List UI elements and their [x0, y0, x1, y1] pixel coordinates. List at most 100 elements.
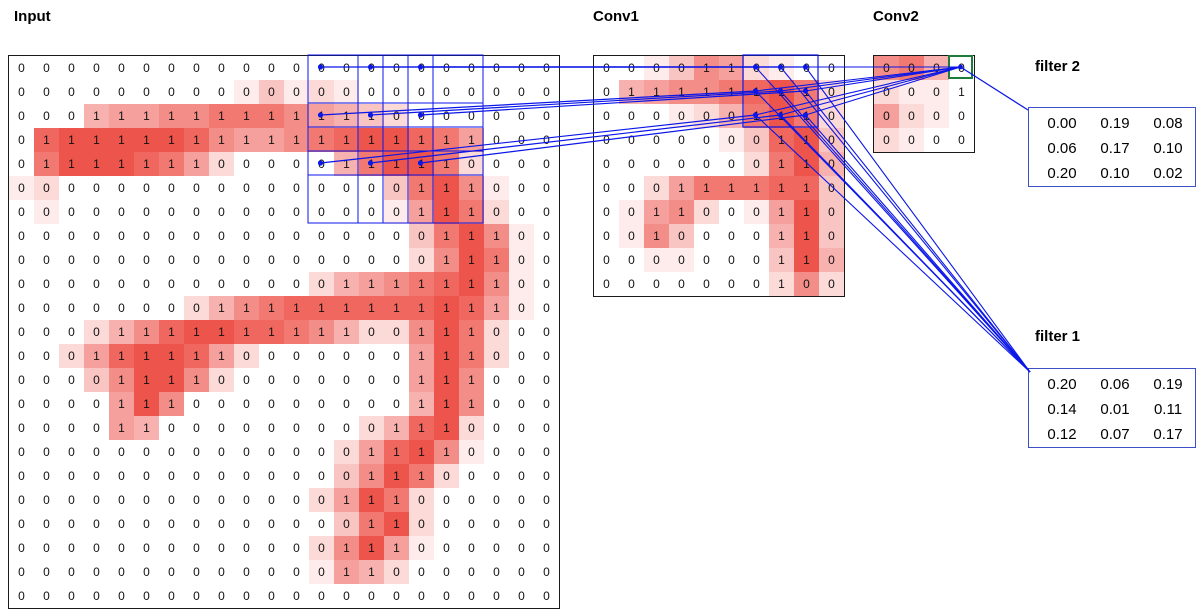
grid-cell: 0: [318, 589, 325, 603]
grid-cell: 0: [168, 469, 175, 483]
grid-cell: 0: [118, 541, 125, 555]
grid-cell: 0: [619, 200, 644, 224]
grid-cell: 0: [518, 517, 525, 531]
grid-cell: 0: [468, 589, 475, 603]
grid-cell: 0: [18, 325, 25, 339]
grid-cell: 1: [109, 152, 134, 176]
grid-cell: 1: [409, 416, 434, 440]
grid-cell: 0: [43, 229, 50, 243]
grid-cell: 0: [543, 541, 550, 555]
grid-cell: 0: [393, 349, 400, 363]
grid-cell: 1: [384, 416, 409, 440]
grid-cell: 0: [468, 469, 475, 483]
grid-cell: 0: [819, 128, 844, 152]
grid-cell: 0: [669, 248, 694, 272]
filter-weight: 0.20: [1047, 164, 1077, 182]
grid-cell: 1: [209, 320, 234, 344]
grid-cell: 0: [368, 349, 375, 363]
grid-cell: 0: [644, 248, 669, 272]
filter-weight: 0.02: [1153, 164, 1183, 182]
grid-cell: 0: [9, 176, 34, 200]
grid-cell: 0: [268, 349, 275, 363]
grid-cell: 1: [744, 80, 769, 104]
grid-cell: 1: [334, 272, 359, 296]
grid-cell: 0: [193, 181, 200, 195]
grid-cell: 0: [819, 80, 844, 104]
grid-cell: 0: [168, 517, 175, 531]
grid-cell: 1: [184, 344, 209, 368]
grid-cell: 0: [669, 104, 694, 128]
grid-cell: 0: [243, 373, 250, 387]
grid-cell: 1: [409, 176, 434, 200]
grid-cell: 0: [43, 85, 50, 99]
grid-cell: 0: [243, 181, 250, 195]
filter-weight: 0.20: [1047, 375, 1077, 393]
grid-cell: 0: [603, 253, 610, 267]
grid-cell: 0: [493, 397, 500, 411]
grid-cell: 0: [293, 349, 300, 363]
grid-cell: 0: [218, 397, 225, 411]
grid-cell: 0: [393, 85, 400, 99]
grid-cell: 0: [243, 397, 250, 411]
grid-cell: 0: [243, 277, 250, 291]
grid-cell: 0: [118, 493, 125, 507]
grid-cell: 0: [603, 85, 610, 99]
grid-cell: 0: [874, 80, 899, 104]
grid-cell: 1: [334, 104, 359, 128]
grid-cell: 0: [193, 493, 200, 507]
grid-cell: 0: [418, 589, 425, 603]
grid-cell: 1: [134, 128, 159, 152]
grid-cell: 0: [168, 493, 175, 507]
grid-cell: 0: [958, 109, 965, 123]
filter-weight: 0.17: [1153, 425, 1183, 443]
grid-cell: 1: [769, 272, 794, 296]
grid-cell: 1: [84, 104, 109, 128]
grid-cell: 1: [484, 272, 509, 296]
grid-cell: 0: [18, 565, 25, 579]
grid-cell: 0: [334, 80, 359, 104]
grid-cell: 1: [284, 104, 309, 128]
conv1-label: Conv1: [593, 8, 639, 25]
filter-weight: 0.07: [1100, 425, 1130, 443]
filter-weight: 0.12: [1047, 425, 1077, 443]
grid-cell: 0: [694, 104, 719, 128]
grid-cell: 0: [468, 109, 475, 123]
grid-cell: 0: [628, 109, 635, 123]
grid-cell: 0: [694, 200, 719, 224]
grid-cell: 1: [384, 488, 409, 512]
grid-cell: 0: [899, 104, 924, 128]
grid-cell: 0: [318, 349, 325, 363]
grid-cell: 0: [318, 181, 325, 195]
grid-cell: 0: [744, 200, 769, 224]
grid-cell: 0: [168, 445, 175, 459]
grid-cell: 0: [293, 157, 300, 171]
grid-cell: 1: [719, 176, 744, 200]
grid-cell: 1: [59, 152, 84, 176]
grid-cell: 0: [543, 517, 550, 531]
grid-cell: 0: [468, 541, 475, 555]
grid-cell: 0: [193, 229, 200, 243]
grid-cell: 0: [143, 205, 150, 219]
grid-cell: 0: [118, 85, 125, 99]
grid-cell: 0: [118, 517, 125, 531]
grid-cell: 1: [359, 128, 384, 152]
grid-cell: 1: [744, 104, 769, 128]
grid-cell: 0: [468, 565, 475, 579]
grid-cell: 0: [719, 104, 744, 128]
grid-cell: 0: [543, 205, 550, 219]
grid-cell: 0: [518, 157, 525, 171]
grid-cell: 1: [794, 176, 819, 200]
grid-cell: 0: [68, 301, 75, 315]
grid-cell: 0: [543, 373, 550, 387]
grid-cell: 1: [434, 344, 459, 368]
grid-cell: 0: [193, 517, 200, 531]
grid-cell: 1: [359, 488, 384, 512]
grid-cell: 1: [459, 200, 484, 224]
grid-cell: 0: [218, 517, 225, 531]
grid-cell: 0: [543, 325, 550, 339]
grid-cell: 0: [193, 85, 200, 99]
grid-cell: 0: [368, 61, 375, 75]
grid-cell: 1: [719, 56, 744, 80]
grid-cell: 0: [218, 421, 225, 435]
